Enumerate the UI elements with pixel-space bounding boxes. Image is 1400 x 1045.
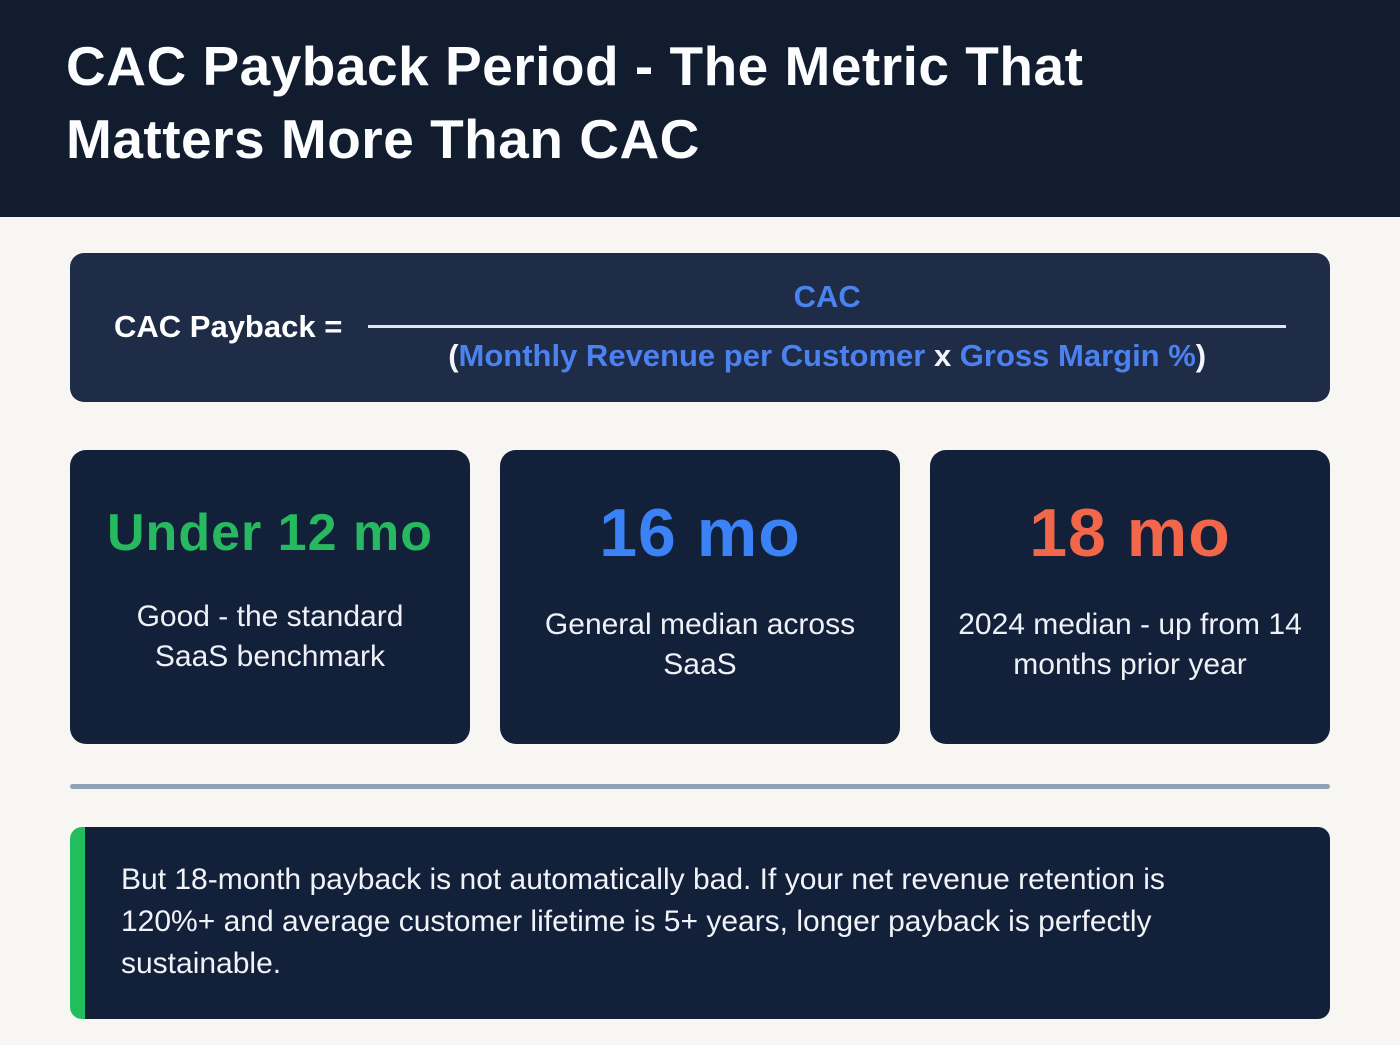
formula-label: CAC Payback = bbox=[114, 308, 343, 344]
page-title: CAC Payback Period - The Metric That Mat… bbox=[66, 35, 1084, 170]
denominator-close-paren: ) bbox=[1195, 338, 1207, 374]
stat-description: Good - the standard SaaS benchmark bbox=[136, 599, 404, 674]
denominator-operator: x bbox=[925, 338, 960, 374]
denominator-part-1: Monthly Revenue per Customer bbox=[458, 338, 926, 374]
header: CAC Payback Period - The Metric That Mat… bbox=[0, 0, 1400, 218]
stat-description: General median across SaaS bbox=[544, 607, 856, 682]
benchmark-cards: Under 12 mo Good - the standard SaaS ben… bbox=[70, 450, 1330, 745]
section-divider bbox=[70, 784, 1330, 790]
main-content: CAC Payback = CAC (Monthly Revenue per C… bbox=[0, 253, 1400, 1045]
stat-card-under-12-mo: Under 12 mo Good - the standard SaaS ben… bbox=[70, 450, 470, 745]
stat-value: 18 mo bbox=[1029, 494, 1231, 571]
formula-numerator: CAC bbox=[368, 279, 1286, 329]
formula-fraction: CAC (Monthly Revenue per Customer x Gros… bbox=[368, 279, 1286, 374]
denominator-part-2: Gross Margin % bbox=[959, 338, 1196, 374]
stat-description: 2024 median - up from 14 months prior ye… bbox=[958, 607, 1302, 682]
note-text: But 18-month payback is not automaticall… bbox=[121, 863, 1165, 981]
stat-value: Under 12 mo bbox=[107, 503, 433, 562]
formula-card: CAC Payback = CAC (Monthly Revenue per C… bbox=[70, 253, 1330, 403]
stat-card-16-mo: 16 mo General median across SaaS bbox=[500, 450, 900, 745]
note-card: But 18-month payback is not automaticall… bbox=[70, 827, 1330, 1020]
stat-card-18-mo: 18 mo 2024 median - up from 14 months pr… bbox=[930, 450, 1330, 745]
formula-denominator: (Monthly Revenue per Customer x Gross Ma… bbox=[368, 328, 1286, 374]
stat-value: 16 mo bbox=[599, 494, 801, 571]
denominator-open-paren: ( bbox=[448, 338, 459, 374]
